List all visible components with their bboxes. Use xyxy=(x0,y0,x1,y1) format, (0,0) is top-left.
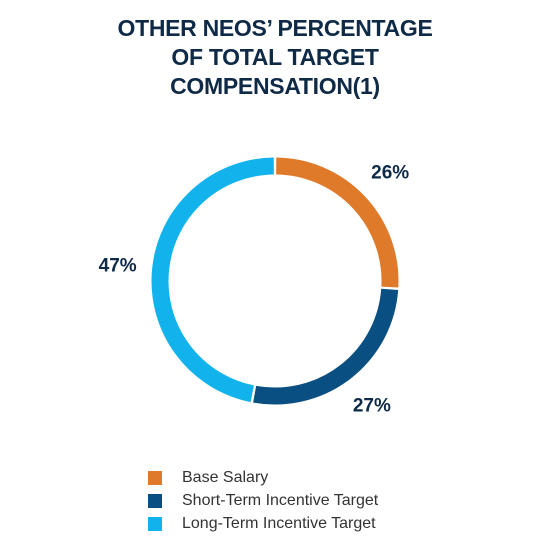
chart-legend: Base Salary Short-Term Incentive Target … xyxy=(148,466,378,535)
legend-item-long-term-incentive: Long-Term Incentive Target xyxy=(148,512,378,535)
label-base-salary: 26% xyxy=(371,162,409,183)
slice-short-term-incentive xyxy=(253,288,399,405)
chart-title-line-3: COMPENSATION(1) xyxy=(170,73,380,99)
legend-label-long-term-incentive: Long-Term Incentive Target xyxy=(182,514,376,532)
legend-swatch-short-term-incentive xyxy=(148,493,162,508)
slice-long-term-incentive xyxy=(151,157,274,403)
label-short-term-incentive: 27% xyxy=(353,395,391,416)
label-long-term-incentive: 47% xyxy=(99,256,137,277)
legend-label-base-salary: Base Salary xyxy=(182,468,269,486)
slice-base-salary xyxy=(275,157,399,288)
legend-label-short-term-incentive: Short-Term Incentive Target xyxy=(182,491,379,509)
chart-title: OTHER NEOS’ PERCENTAGE OF TOTAL TARGET C… xyxy=(0,14,550,101)
chart-title-line-2: OF TOTAL TARGET xyxy=(171,44,379,70)
legend-swatch-base-salary xyxy=(148,470,162,485)
donut-slices xyxy=(151,157,399,405)
legend-swatch-long-term-incentive xyxy=(148,516,162,531)
chart-title-line-1: OTHER NEOS’ PERCENTAGE xyxy=(117,15,433,41)
donut-labels: 26% 27% 47% xyxy=(99,162,410,416)
legend-item-base-salary: Base Salary xyxy=(148,466,378,489)
legend-item-short-term-incentive: Short-Term Incentive Target xyxy=(148,489,378,512)
